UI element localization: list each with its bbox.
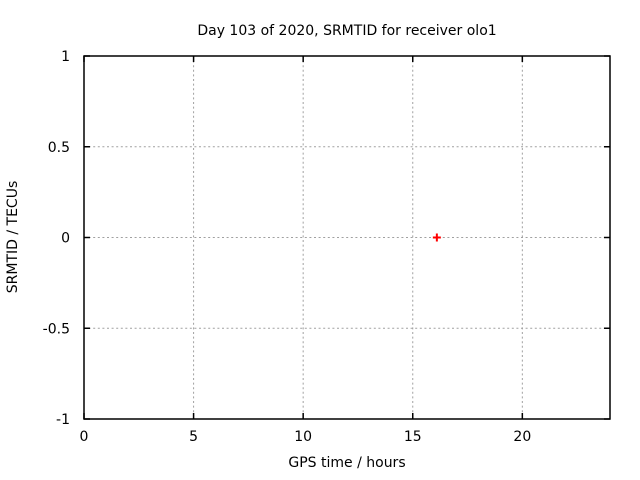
x-tick-label: 5 (189, 429, 198, 445)
x-tick-label: 0 (80, 429, 89, 445)
axes (83, 55, 611, 420)
y-tick-label: -1 (56, 412, 70, 428)
x-tick-label: 10 (294, 429, 312, 445)
x-tick-label: 20 (513, 429, 531, 445)
x-tick-label: 15 (404, 429, 422, 445)
y-tick-label: -0.5 (43, 321, 70, 337)
y-tick-label: 0 (61, 231, 70, 247)
tick-labels: 0 5 10 15 20 -1 -0.5 0 0.5 1 (43, 49, 532, 445)
y-tick-label: 1 (61, 49, 70, 65)
y-tick-label: 0.5 (48, 140, 70, 156)
chart-title: Day 103 of 2020, SRMTID for receiver olo… (197, 23, 496, 39)
x-axis-title: GPS time / hours (288, 455, 405, 471)
y-axis-title: SRMTID / TECUs (5, 181, 21, 294)
data-points (432, 233, 441, 242)
grid-lines (84, 56, 610, 419)
